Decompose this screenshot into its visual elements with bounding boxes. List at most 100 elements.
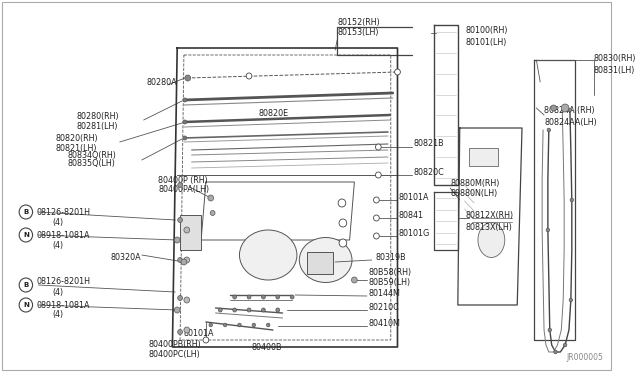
Text: 80820E: 80820E (259, 109, 289, 118)
Text: 80400PB(RH): 80400PB(RH) (148, 340, 201, 350)
Text: 80280A: 80280A (147, 77, 177, 87)
Text: 80280(RH): 80280(RH) (77, 112, 119, 121)
Circle shape (218, 308, 222, 312)
Text: 80834Q(RH): 80834Q(RH) (67, 151, 116, 160)
Text: 80820(RH): 80820(RH) (56, 134, 98, 142)
Text: 80320A: 80320A (110, 253, 141, 263)
Text: 08126-8201H: 08126-8201H (36, 278, 90, 286)
Text: 80210C: 80210C (369, 304, 399, 312)
Circle shape (339, 239, 347, 247)
Text: 80319B: 80319B (376, 253, 406, 262)
Circle shape (395, 69, 401, 75)
Ellipse shape (478, 222, 505, 257)
Text: 80824AA(LH): 80824AA(LH) (544, 118, 596, 126)
Circle shape (376, 172, 381, 178)
Text: 80153(LH): 80153(LH) (337, 28, 379, 36)
Text: (4): (4) (52, 288, 64, 296)
Circle shape (266, 323, 270, 327)
Circle shape (252, 323, 255, 327)
Circle shape (19, 228, 33, 242)
Circle shape (568, 108, 572, 112)
Circle shape (237, 323, 241, 327)
Text: JR000005: JR000005 (566, 353, 604, 362)
Text: 08918-1081A: 08918-1081A (36, 231, 90, 240)
Text: 80400B: 80400B (252, 343, 282, 353)
Circle shape (246, 73, 252, 79)
Bar (307, 252, 333, 274)
Text: 80821B: 80821B (414, 138, 444, 148)
Text: (4): (4) (52, 218, 64, 227)
Text: B: B (23, 209, 29, 215)
Circle shape (262, 295, 266, 299)
Text: 80101A: 80101A (184, 328, 214, 337)
Circle shape (178, 218, 182, 222)
Circle shape (185, 75, 191, 81)
Text: 80824A (RH): 80824A (RH) (544, 106, 595, 115)
Text: 80400P (RH): 80400P (RH) (158, 176, 208, 185)
Text: 80400PC(LH): 80400PC(LH) (148, 350, 200, 359)
Circle shape (19, 205, 33, 219)
Text: 80144M: 80144M (369, 289, 401, 298)
Text: 80B59(LH): 80B59(LH) (369, 279, 411, 288)
Text: 80152(RH): 80152(RH) (337, 17, 380, 26)
Circle shape (183, 98, 187, 102)
Circle shape (563, 343, 567, 347)
Circle shape (203, 337, 209, 343)
Circle shape (184, 227, 189, 233)
Text: 80820C: 80820C (414, 167, 445, 176)
Circle shape (184, 257, 189, 263)
Ellipse shape (239, 230, 297, 280)
Text: 80281(LH): 80281(LH) (77, 122, 118, 131)
Circle shape (210, 211, 215, 215)
Circle shape (247, 308, 251, 312)
Text: 80835Q(LH): 80835Q(LH) (67, 158, 115, 167)
Circle shape (262, 308, 266, 312)
Text: 80813X(LH): 80813X(LH) (465, 222, 513, 231)
Text: 80400PA(LH): 80400PA(LH) (158, 185, 209, 193)
Circle shape (374, 233, 380, 239)
Circle shape (19, 298, 33, 312)
Circle shape (569, 298, 573, 302)
Circle shape (374, 215, 380, 221)
Circle shape (374, 197, 380, 203)
Circle shape (290, 295, 294, 299)
Circle shape (551, 105, 557, 111)
Circle shape (183, 120, 187, 124)
Text: (4): (4) (52, 311, 64, 320)
Text: N: N (23, 302, 29, 308)
Circle shape (178, 257, 182, 263)
Circle shape (547, 128, 550, 132)
Circle shape (233, 308, 237, 312)
Circle shape (548, 328, 552, 332)
Circle shape (184, 327, 189, 333)
Text: 80410M: 80410M (369, 318, 401, 327)
Circle shape (233, 295, 237, 299)
Circle shape (339, 219, 347, 227)
Text: (4): (4) (52, 241, 64, 250)
Circle shape (338, 199, 346, 207)
Circle shape (247, 295, 251, 299)
Text: 08126-8201H: 08126-8201H (36, 208, 90, 217)
Circle shape (561, 104, 569, 112)
Circle shape (546, 228, 550, 232)
Circle shape (276, 308, 280, 312)
Circle shape (208, 195, 214, 201)
Text: 80831(LH): 80831(LH) (594, 65, 636, 74)
Circle shape (181, 259, 187, 265)
Circle shape (178, 295, 182, 301)
Circle shape (174, 307, 180, 313)
Ellipse shape (300, 237, 352, 282)
Circle shape (184, 297, 189, 303)
Circle shape (570, 198, 573, 202)
Text: 80B58(RH): 80B58(RH) (369, 269, 412, 278)
Text: N: N (23, 232, 29, 238)
Text: 80101A: 80101A (399, 192, 429, 202)
Bar (469, 148, 498, 166)
Text: B: B (23, 282, 29, 288)
Text: 80880M(RH): 80880M(RH) (450, 179, 500, 187)
Circle shape (276, 295, 280, 299)
Circle shape (183, 136, 187, 140)
Bar (180, 215, 201, 250)
Text: 80812X(RH): 80812X(RH) (465, 211, 514, 219)
Circle shape (178, 183, 182, 187)
